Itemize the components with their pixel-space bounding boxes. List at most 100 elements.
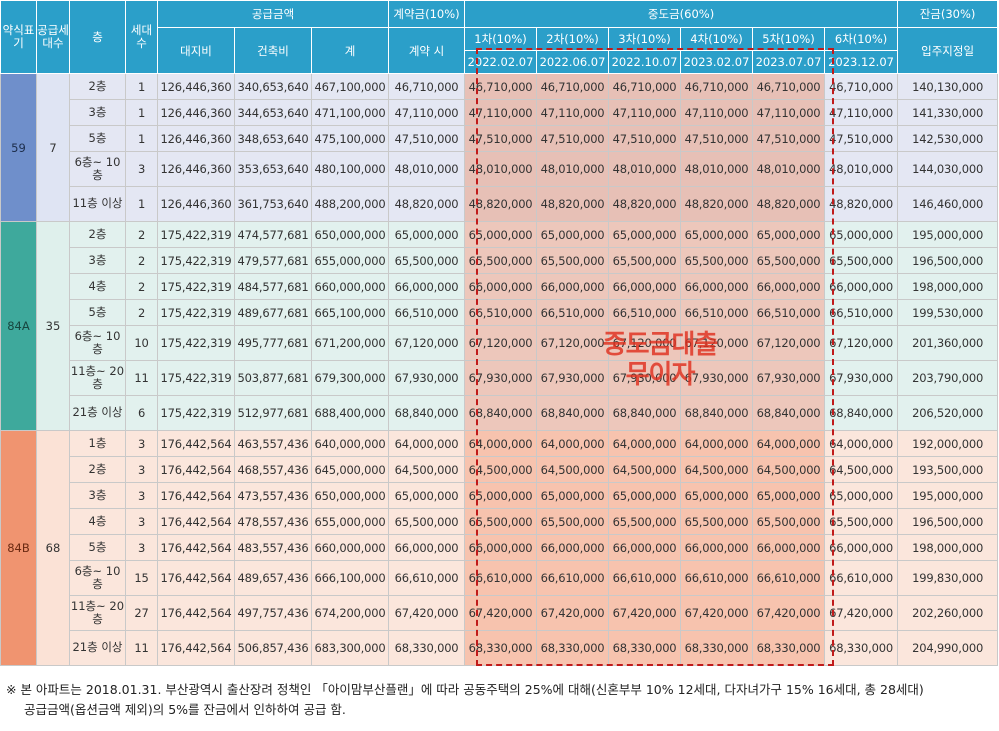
table-row: 5층 2 175,422,319 489,677,681 665,100,000 66,5… <box>1 299 999 326</box>
table-row: 4층 3 176,442,564 478,557,436 655,000,000 65,5… <box>1 508 999 535</box>
header-units: 세대수 <box>125 0 158 74</box>
footnote: ※ 본 아파트는 2018.01.31. 부산광역시 출산장려 정책인 「아이맘… <box>6 680 996 728</box>
total-cell: 660,000,000 <box>310 273 390 300</box>
middle-payment-cell: 48,010,000 <box>680 151 754 187</box>
header-date-5: 2023.07.07 <box>752 50 826 74</box>
units-cell: 1 <box>125 186 158 222</box>
header-installment-6: 6차(10%) <box>824 27 899 51</box>
supply-units-cell: 68 <box>36 430 70 666</box>
middle-payment-cell: 66,610,000 <box>464 560 538 596</box>
table-row: 4층 2 175,422,319 484,577,681 660,000,000 66,0… <box>1 273 999 300</box>
land-cost-cell: 176,442,564 <box>157 560 235 596</box>
header-total: 계 <box>310 27 390 74</box>
header-floor: 층 <box>69 0 126 74</box>
deposit-cell: 65,000,000 <box>388 221 466 248</box>
land-cost-cell: 176,442,564 <box>157 482 235 509</box>
units-cell: 11 <box>125 630 158 666</box>
type-cell: 84A <box>0 221 37 431</box>
middle-payment-cell: 67,120,000 <box>536 325 610 361</box>
floor-cell: 2층 <box>69 456 126 483</box>
middle-payment-cell: 64,000,000 <box>608 430 682 457</box>
total-cell: 683,300,000 <box>310 630 390 666</box>
building-cost-cell: 473,557,436 <box>234 482 312 509</box>
middle-payment-cell: 47,510,000 <box>464 125 538 152</box>
middle-payment-cell: 65,000,000 <box>464 221 538 248</box>
middle-payment-cell: 66,000,000 <box>824 273 899 300</box>
table-row: 11층~ 20층 27 176,442,564 497,757,436 674,200,… <box>1 595 999 631</box>
units-cell: 27 <box>125 595 158 631</box>
total-cell: 674,200,000 <box>310 595 390 631</box>
middle-payment-cell: 64,000,000 <box>680 430 754 457</box>
total-cell: 650,000,000 <box>310 221 390 248</box>
total-cell: 640,000,000 <box>310 430 390 457</box>
floor-cell: 6층~ 10층 <box>69 151 126 187</box>
balance-cell: 206,520,000 <box>897 395 999 431</box>
floor-cell: 2층 <box>69 73 126 100</box>
header-date-2: 2022.06.07 <box>536 50 610 74</box>
land-cost-cell: 175,422,319 <box>157 395 235 431</box>
middle-payment-cell: 48,820,000 <box>464 186 538 222</box>
deposit-cell: 65,500,000 <box>388 247 466 274</box>
floor-cell: 1층 <box>69 430 126 457</box>
footnote-line-1: ※ 본 아파트는 2018.01.31. 부산광역시 출산장려 정책인 「아이맘… <box>6 682 924 697</box>
deposit-cell: 64,500,000 <box>388 456 466 483</box>
middle-payment-cell: 66,510,000 <box>824 299 899 326</box>
total-cell: 679,300,000 <box>310 360 390 396</box>
header-installment-2: 2차(10%) <box>536 27 610 51</box>
header-supply-amount: 공급금액 <box>156 0 390 28</box>
header-date-4: 2023.02.07 <box>680 50 754 74</box>
building-cost-cell: 503,877,681 <box>234 360 312 396</box>
floor-cell: 6층~ 10층 <box>69 560 126 596</box>
middle-payment-cell: 68,840,000 <box>608 395 682 431</box>
floor-cell: 5층 <box>69 299 126 326</box>
land-cost-cell: 176,442,564 <box>157 630 235 666</box>
middle-payment-cell: 68,840,000 <box>752 395 826 431</box>
middle-payment-cell: 66,000,000 <box>536 273 610 300</box>
table-row: 21층 이상 11 176,442,564 506,857,436 683,300,00… <box>1 630 999 666</box>
middle-payment-cell: 68,330,000 <box>680 630 754 666</box>
deposit-cell: 67,120,000 <box>388 325 466 361</box>
land-cost-cell: 126,446,360 <box>157 151 235 187</box>
type-cell: 59 <box>0 73 37 222</box>
middle-payment-cell: 46,710,000 <box>680 73 754 100</box>
middle-payment-cell: 64,000,000 <box>824 430 899 457</box>
deposit-cell: 68,840,000 <box>388 395 466 431</box>
middle-payment-cell: 47,510,000 <box>536 125 610 152</box>
middle-payment-cell: 67,420,000 <box>752 595 826 631</box>
balance-cell: 144,030,000 <box>897 151 999 187</box>
middle-payment-cell: 46,710,000 <box>608 73 682 100</box>
middle-payment-cell: 47,110,000 <box>536 99 610 126</box>
units-cell: 11 <box>125 360 158 396</box>
middle-payment-cell: 67,930,000 <box>680 360 754 396</box>
middle-payment-cell: 47,110,000 <box>824 99 899 126</box>
middle-payment-cell: 65,000,000 <box>680 221 754 248</box>
middle-payment-cell: 67,120,000 <box>608 325 682 361</box>
building-cost-cell: 344,653,640 <box>234 99 312 126</box>
total-cell: 475,100,000 <box>310 125 390 152</box>
middle-payment-cell: 65,000,000 <box>608 221 682 248</box>
header-date-1: 2022.02.07 <box>464 50 538 74</box>
balance-cell: 140,130,000 <box>897 73 999 100</box>
land-cost-cell: 126,446,360 <box>157 186 235 222</box>
middle-payment-cell: 65,500,000 <box>608 247 682 274</box>
floor-cell: 11층~ 20층 <box>69 360 126 396</box>
middle-payment-cell: 47,110,000 <box>608 99 682 126</box>
header-installment-4: 4차(10%) <box>680 27 754 51</box>
middle-payment-cell: 66,000,000 <box>824 534 899 561</box>
middle-payment-cell: 46,710,000 <box>464 73 538 100</box>
table-row: 2층 3 176,442,564 468,557,436 645,000,000 64,5… <box>1 456 999 483</box>
building-cost-cell: 361,753,640 <box>234 186 312 222</box>
supply-units-cell: 7 <box>36 73 70 222</box>
deposit-cell: 48,820,000 <box>388 186 466 222</box>
balance-cell: 195,000,000 <box>897 482 999 509</box>
land-cost-cell: 126,446,360 <box>157 99 235 126</box>
middle-payment-cell: 47,510,000 <box>752 125 826 152</box>
middle-payment-cell: 65,000,000 <box>752 221 826 248</box>
middle-payment-cell: 66,000,000 <box>752 534 826 561</box>
middle-payment-cell: 66,610,000 <box>824 560 899 596</box>
middle-payment-cell: 64,500,000 <box>536 456 610 483</box>
middle-payment-cell: 65,000,000 <box>824 221 899 248</box>
middle-payment-cell: 47,510,000 <box>824 125 899 152</box>
middle-payment-cell: 68,840,000 <box>536 395 610 431</box>
